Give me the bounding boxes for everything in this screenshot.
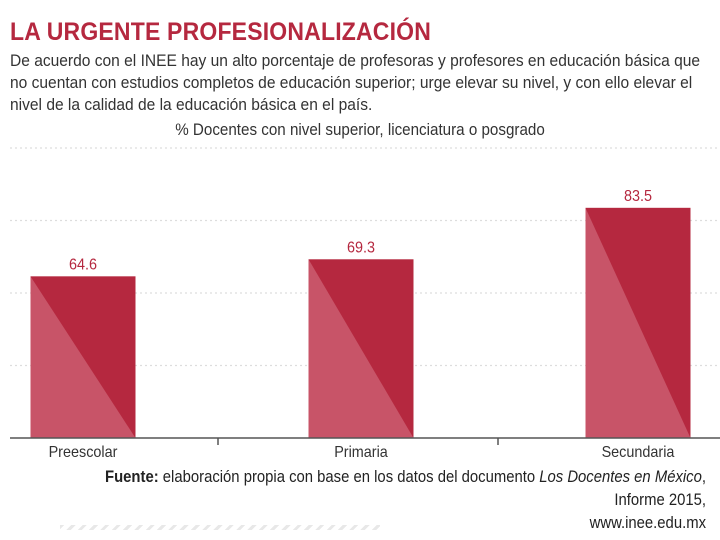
bar-value-label: 64.6 bbox=[69, 256, 97, 274]
chart-description: De acuerdo con el INEE hay un alto porce… bbox=[10, 51, 701, 114]
category-label: Primaria bbox=[334, 443, 388, 461]
decorative-stripes bbox=[60, 525, 380, 530]
bar-facet bbox=[308, 259, 414, 438]
category-label: Preescolar bbox=[49, 443, 118, 461]
source-url: www.inee.edu.mx bbox=[589, 514, 706, 532]
bar-value-label: 83.5 bbox=[624, 187, 652, 205]
source-text-after: , Informe 2015, bbox=[614, 468, 706, 509]
category-label: Secundaria bbox=[602, 443, 675, 461]
bar-value-label: 69.3 bbox=[347, 239, 375, 257]
source-text-before: elaboración propia con base en los datos… bbox=[158, 468, 540, 486]
bar-facet bbox=[585, 207, 691, 438]
source-label: Fuente: bbox=[105, 468, 159, 486]
chart-subtitle: % Docentes con nivel superior, licenciat… bbox=[175, 121, 545, 139]
chart-title: LA URGENTE PROFESIONALIZACIÓN bbox=[10, 18, 432, 46]
source-note: Fuente: elaboración propia con base en l… bbox=[58, 466, 706, 535]
bar-facet bbox=[30, 276, 136, 438]
source-document-title: Los Docentes en México bbox=[539, 468, 702, 486]
